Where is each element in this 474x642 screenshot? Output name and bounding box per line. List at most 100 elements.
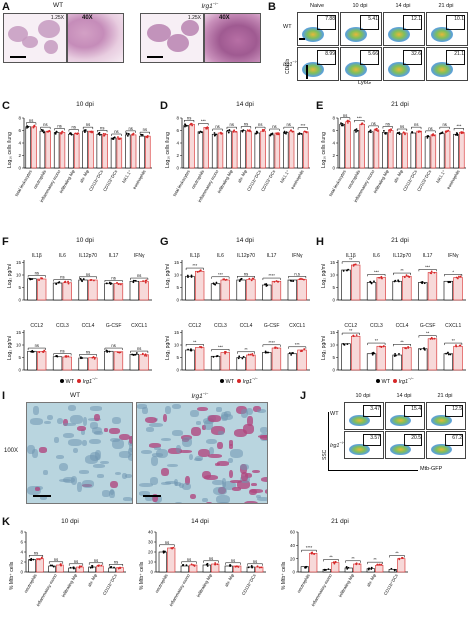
point-wt [32, 558, 35, 561]
significance-label: ** [426, 331, 430, 336]
point-ko [273, 280, 276, 283]
significance-bracket [323, 559, 339, 562]
significance-bracket [26, 122, 37, 125]
point-ko [460, 132, 463, 135]
point-ko [250, 279, 253, 282]
point-wt [449, 280, 451, 283]
point-wt [190, 274, 193, 277]
point-wt [247, 566, 250, 569]
stained-cell [201, 470, 211, 479]
significance-label: ns [74, 559, 78, 564]
significance-bracket [444, 274, 463, 277]
point-ko [225, 278, 228, 281]
bar-wt [262, 284, 272, 301]
point-wt [26, 126, 28, 129]
point-wt [105, 282, 108, 285]
point-ko [303, 278, 305, 281]
y-tick-label: 6 [20, 540, 23, 545]
significance-label: **** [306, 545, 313, 550]
point-wt [214, 283, 217, 286]
category-label: CD11b⁺DCs [102, 573, 118, 596]
bar-ko [444, 130, 451, 169]
legend-g: WT Irg1−/− [220, 376, 258, 385]
bar-ko [274, 132, 281, 169]
point-wt [369, 280, 372, 283]
bar-ko [303, 131, 309, 169]
point-ko [346, 120, 349, 122]
category-label: CCL4 [240, 323, 253, 329]
point-wt [42, 131, 45, 134]
point-ko [33, 125, 35, 127]
bar-ko [345, 121, 351, 169]
panel-i-magnification: 100X [4, 448, 19, 454]
bar-wt [104, 350, 114, 371]
point-wt [127, 132, 130, 135]
significance-label: ns [94, 558, 98, 563]
category-label: IL17 [267, 253, 277, 259]
point-ko [276, 133, 278, 136]
significance-label: *** [218, 272, 223, 277]
point-wt [227, 131, 230, 134]
bar-wt [392, 354, 402, 371]
point-ko [382, 345, 385, 348]
point-ko [170, 547, 173, 549]
significance-label: ns [86, 350, 90, 355]
tissue-cell [175, 501, 183, 503]
y-tick-label: 5 [332, 355, 335, 360]
point-wt [30, 559, 33, 562]
bar-ko [373, 129, 380, 169]
point-ko [43, 349, 46, 352]
significance-label: ns [258, 122, 262, 127]
point-wt [32, 350, 35, 353]
legend-wt-label: WT [225, 378, 234, 385]
y-tick-label: 6 [18, 128, 21, 133]
bar-ko [139, 354, 149, 371]
point-ko [355, 334, 358, 337]
point-ko [445, 131, 448, 133]
point-ko [196, 271, 199, 273]
category-label: NK1.1⁺ [121, 169, 132, 184]
significance-bracket [237, 276, 255, 279]
panel-a-ko-title: Irg1−/− [201, 1, 219, 11]
tissue-cell [137, 404, 147, 409]
tissue-cell [73, 447, 79, 454]
panel-i-wt-title: WT [69, 392, 81, 399]
bar-ko [220, 352, 230, 371]
category-label: total leukocytes [328, 169, 347, 197]
flow-row-label: WT [330, 411, 339, 417]
tissue-cell [260, 426, 267, 434]
significance-label: ns [60, 349, 64, 354]
category-label: IL12p70 [237, 253, 255, 259]
point-ko [263, 129, 266, 131]
point-wt [445, 352, 447, 355]
stained-cell [228, 444, 233, 449]
tissue-cell [27, 444, 36, 455]
point-wt [190, 348, 192, 351]
point-ko [401, 556, 403, 559]
tissue-cell [245, 407, 254, 416]
tissue-cell [122, 497, 132, 502]
bar-wt [180, 565, 189, 573]
y-tick-label: 2 [20, 560, 23, 565]
bar-ko [167, 547, 176, 573]
point-ko [277, 132, 279, 134]
point-wt [240, 277, 243, 280]
point-ko [251, 277, 254, 280]
significance-bracket [184, 120, 195, 123]
point-wt [164, 551, 166, 553]
panel-k-title-21: 21 dpi [331, 518, 349, 525]
gate-percentage: 15.4 [411, 406, 421, 412]
point-ko [235, 565, 238, 568]
bar-wt [210, 355, 221, 371]
point-wt [398, 352, 400, 355]
axis-label-cyto-h2: Log₂ pg/ml [321, 336, 327, 360]
bar-ko [375, 565, 384, 573]
point-ko [405, 274, 408, 277]
tissue-cell [256, 408, 267, 413]
category-label: alv. Mφ [224, 573, 235, 588]
y-tick-label: 60 [290, 530, 296, 535]
point-wt [41, 130, 44, 132]
point-wt [285, 131, 288, 134]
significance-label: ns [230, 122, 234, 127]
point-wt [251, 566, 253, 569]
